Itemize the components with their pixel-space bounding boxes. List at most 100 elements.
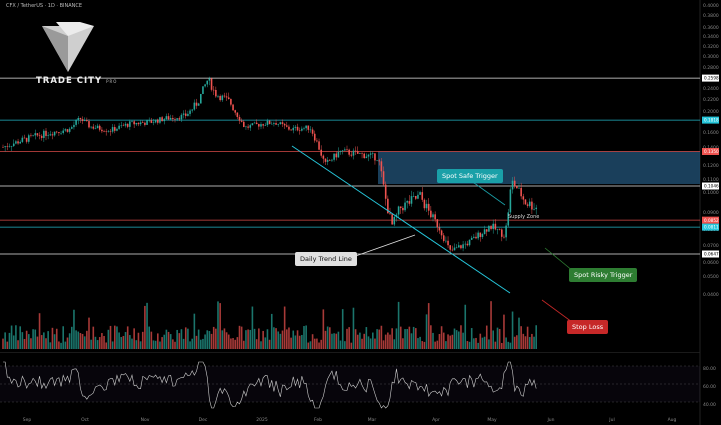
spot-safe-trigger-callout[interactable]: Spot Safe Trigger <box>437 169 503 183</box>
candle-body <box>496 229 499 230</box>
volume-bar <box>141 331 144 349</box>
volume-bar <box>146 302 148 349</box>
volume-bar <box>531 333 533 349</box>
candle-body <box>427 203 430 211</box>
volume-bar <box>92 326 95 349</box>
volume-bar <box>144 305 146 349</box>
candle-body <box>53 131 56 136</box>
candle-body <box>21 137 24 142</box>
volume-bar <box>260 341 262 349</box>
volume-bar <box>219 303 221 349</box>
candle-body <box>460 245 462 249</box>
volume-bar <box>468 341 471 349</box>
candle-body <box>137 122 140 125</box>
candle-body <box>445 240 447 242</box>
candle-body <box>12 143 15 147</box>
volume-bar <box>202 338 204 349</box>
volume-bar <box>12 335 15 349</box>
volume-bar <box>114 325 116 349</box>
volume-bar <box>223 328 226 349</box>
volume-bar <box>335 333 338 349</box>
volume-bar <box>133 328 135 349</box>
candle-body <box>55 131 58 133</box>
volume-bar <box>301 334 303 349</box>
candle-body <box>159 117 161 123</box>
volume-bar <box>116 326 118 349</box>
candle-body <box>176 118 178 120</box>
candle-body <box>307 125 310 130</box>
volume-bar <box>258 328 260 349</box>
volume-bar <box>496 327 499 349</box>
candle-body <box>410 196 413 204</box>
volume-bar <box>66 337 69 349</box>
candle-body <box>415 196 417 199</box>
stop-loss-callout[interactable]: Stop Loss <box>567 320 609 334</box>
candle-body <box>337 151 340 158</box>
candle-body <box>30 135 32 136</box>
candle-body <box>225 96 228 98</box>
volume-bar <box>535 325 537 349</box>
volume-bar <box>391 328 393 349</box>
rsi-tick-label: 80.00 <box>703 366 716 372</box>
price-tick-label: 0.2400 <box>703 86 719 92</box>
volume-bar <box>516 335 518 349</box>
volume-bar <box>303 326 305 349</box>
candle-body <box>217 95 219 97</box>
volume-bar <box>458 331 460 349</box>
volume-bar <box>234 339 236 349</box>
time-tick-label: Mar <box>368 417 377 423</box>
candle-body <box>49 134 52 136</box>
candle-body <box>191 109 193 111</box>
candle-body <box>167 116 170 120</box>
spot-risky-trigger-callout[interactable]: Spot Risky Trigger <box>569 268 638 282</box>
candle-body <box>161 117 163 122</box>
volume-bar <box>236 337 239 349</box>
candle-body <box>141 122 144 123</box>
candle-body <box>264 125 267 126</box>
level-tag-red-line <box>702 148 719 155</box>
candle-body <box>316 140 318 142</box>
volume-bar <box>105 342 107 349</box>
level-tag-text-white-line: 0.1046 <box>704 184 719 189</box>
candle-body <box>421 192 424 200</box>
candle-body <box>88 121 90 128</box>
volume-bar <box>279 333 282 349</box>
candle-body <box>516 186 518 189</box>
volume-bar <box>369 338 372 349</box>
volume-bar <box>311 334 314 349</box>
volume-bar <box>88 317 90 349</box>
volume-bar <box>374 338 376 349</box>
price-tick-label: 0.2000 <box>703 109 719 115</box>
level-tag-text-red-line: 0.1350 <box>704 149 719 154</box>
volume-bar <box>23 338 26 349</box>
volume-bar <box>83 336 86 349</box>
volume-bar <box>387 332 389 349</box>
volume-bar <box>277 331 279 349</box>
time-tick-label: Oct <box>81 417 89 423</box>
candle-body <box>423 199 426 209</box>
candle-body <box>180 114 183 120</box>
candle-body <box>253 122 256 124</box>
candle-body <box>169 118 172 120</box>
level-tag-text-resistance-mid: 0.1818 <box>704 118 719 123</box>
volume-bar <box>520 326 522 349</box>
candle-body <box>23 137 26 139</box>
candle-body <box>245 126 247 128</box>
volume-bar <box>432 332 434 349</box>
volume-bar <box>356 334 359 349</box>
daily-trend-line <box>291 145 511 294</box>
volume-bar <box>262 330 264 349</box>
volume-bar <box>81 333 84 349</box>
volume-bar <box>309 341 312 349</box>
candle-body <box>19 141 21 144</box>
candle-body <box>303 128 305 129</box>
volume-bar <box>348 327 350 349</box>
volume-bar <box>365 327 368 349</box>
candle-body <box>64 129 67 131</box>
candle-body <box>32 135 34 136</box>
candle-body <box>464 243 467 245</box>
volume-bar <box>455 330 458 349</box>
daily-trend-line-callout[interactable]: Daily Trend Line <box>295 252 357 266</box>
volume-bar <box>425 314 428 349</box>
